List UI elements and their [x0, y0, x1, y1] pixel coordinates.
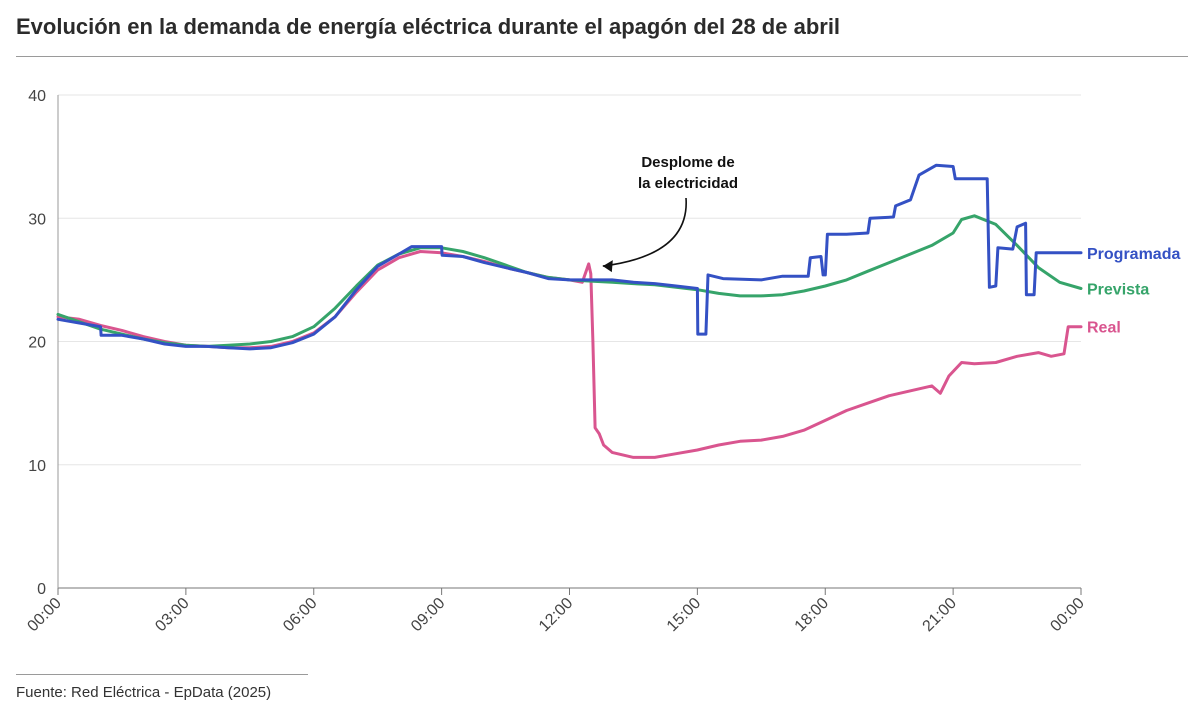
- y-tick-label: 0: [37, 581, 46, 598]
- y-tick-label: 20: [28, 335, 46, 352]
- x-tick-label: 12:00: [536, 595, 576, 635]
- x-tick-label: 18:00: [792, 595, 832, 635]
- y-tick-label: 40: [28, 88, 46, 105]
- annotation-arrowhead: [602, 260, 613, 273]
- series-label-programada: Programada: [1087, 246, 1180, 263]
- chart-title: Evolución en la demanda de energía eléct…: [16, 14, 841, 39]
- x-tick-label: 21:00: [920, 595, 960, 635]
- y-tick-label: 10: [28, 458, 46, 475]
- x-tick-label: 00:00: [24, 595, 64, 635]
- x-tick-label: 15:00: [664, 595, 704, 635]
- series-label-prevista: Prevista: [1087, 282, 1149, 299]
- x-tick-label: 00:00: [1047, 595, 1087, 635]
- title-divider: [16, 56, 1188, 57]
- series-line-programada: [56, 163, 1083, 351]
- source-divider: [16, 674, 308, 675]
- annotation-text-line1: Desplome de: [641, 154, 734, 171]
- source-note: Fuente: Red Eléctrica - EpData (2025): [16, 684, 272, 701]
- y-tick-label: 30: [28, 211, 46, 228]
- series-line-real: [56, 250, 1083, 459]
- series-label-real: Real: [1087, 320, 1121, 337]
- x-tick-label: 03:00: [152, 595, 192, 635]
- x-tick-label: 09:00: [408, 595, 448, 635]
- annotation-text-line2: la electricidad: [638, 175, 738, 192]
- x-tick-label: 06:00: [280, 595, 320, 635]
- annotation-arrow: [602, 197, 687, 267]
